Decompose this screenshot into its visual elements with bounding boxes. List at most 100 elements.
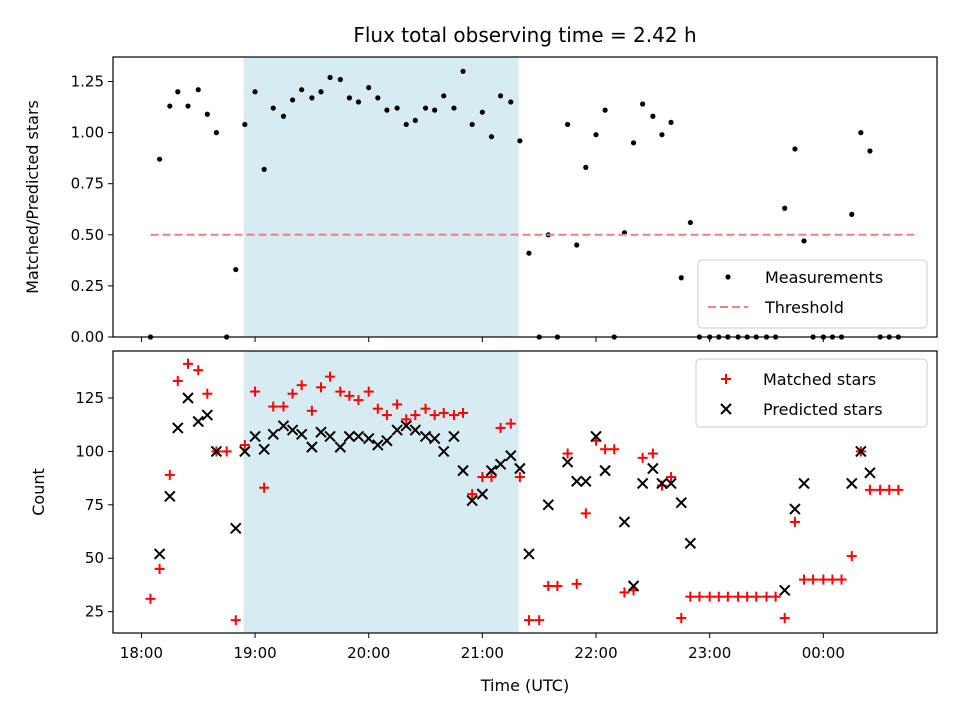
- predicted-point: [561, 456, 574, 468]
- matched-point: [353, 395, 364, 406]
- predicted-point: [618, 516, 631, 528]
- predicted-point: [428, 432, 441, 445]
- predicted-point: [864, 467, 876, 479]
- matched-point: [420, 403, 431, 414]
- bottom-ytick-label: 50: [85, 549, 104, 567]
- measurement-point: [252, 89, 258, 95]
- measurement-point: [204, 111, 210, 117]
- matched-point: [486, 472, 497, 483]
- top-ytick-label: 0.00: [71, 328, 104, 346]
- measurement-point: [337, 76, 343, 83]
- top-ytick-label: 1.25: [71, 73, 104, 91]
- bottom-shaded-span: [243, 351, 519, 633]
- measurement-point: [640, 101, 646, 107]
- matched-point: [789, 516, 800, 527]
- top-ytick-label: 0.50: [71, 226, 104, 244]
- measurement-point: [175, 89, 181, 95]
- measurement-point: [630, 140, 637, 146]
- matched-point: [344, 390, 355, 401]
- matched-point: [799, 574, 810, 585]
- matched-point: [893, 484, 904, 495]
- legend-matched-label: Matched stars: [763, 370, 876, 389]
- measurement-point: [479, 109, 485, 115]
- predicted-point: [647, 462, 659, 475]
- predicted-point: [590, 430, 602, 443]
- bottom-xtick-label: 21:00: [461, 644, 504, 662]
- matched-point: [666, 472, 677, 483]
- predicted-stars-markers: [153, 392, 876, 596]
- matched-point: [325, 371, 336, 382]
- top-panel: 0.00 0.25 0.50 0.75 1.00 1.25 Flux total obse…: [23, 23, 938, 346]
- bottom-axes-frame: [112, 350, 938, 634]
- bottom-xtick-label: 19:00: [233, 644, 276, 662]
- matched-point: [552, 581, 563, 591]
- matched-point: [875, 484, 886, 495]
- measurement-point: [497, 93, 504, 99]
- matched-point: [685, 591, 696, 602]
- predicted-point: [846, 477, 858, 490]
- measurement-point: [441, 93, 447, 99]
- predicted-point: [182, 392, 194, 404]
- predicted-point: [153, 548, 166, 560]
- predicted-point: [514, 462, 526, 475]
- predicted-point: [636, 477, 649, 490]
- top-y-axis-label: Matched/Predicted stars: [23, 100, 42, 294]
- matched-point: [278, 401, 289, 412]
- top-ytick-label: 0.25: [71, 277, 104, 295]
- matched-point: [523, 615, 534, 626]
- matched-point: [713, 591, 724, 602]
- matched-point: [770, 591, 781, 602]
- bottom-ytick-label: 25: [85, 603, 104, 621]
- predicted-point: [391, 424, 403, 436]
- measurement-point: [668, 119, 674, 126]
- bottom-xtick-label: 18:00: [120, 644, 163, 662]
- predicted-point: [277, 420, 290, 432]
- predicted-point: [580, 475, 592, 488]
- measurement-point: [242, 121, 248, 128]
- bottom-ytick-label: 125: [75, 389, 104, 407]
- matched-point: [534, 615, 545, 626]
- measurement-point: [327, 74, 333, 81]
- measurement-point: [346, 95, 353, 101]
- bottom-ytick-label: 100: [75, 442, 104, 460]
- matched-point: [827, 574, 838, 585]
- matched-point: [676, 613, 687, 624]
- matched-point: [164, 469, 175, 480]
- measurement-point: [422, 105, 429, 111]
- predicted-point: [494, 458, 507, 470]
- top-legend: Measurements Threshold: [697, 259, 928, 329]
- measurement-point: [185, 103, 191, 109]
- predicted-point: [239, 445, 251, 458]
- predicted-point: [286, 424, 299, 436]
- predicted-point: [295, 428, 308, 441]
- matched-point: [335, 386, 346, 397]
- measurement-point: [195, 87, 201, 93]
- measurement-point: [867, 148, 873, 154]
- matched-point: [287, 388, 298, 399]
- matched-point: [268, 401, 279, 412]
- measurement-point: [156, 156, 163, 162]
- matched-point: [381, 410, 392, 421]
- matched-point: [761, 591, 772, 602]
- matched-point: [250, 386, 261, 397]
- matched-point: [401, 414, 412, 425]
- measurement-point: [289, 97, 296, 103]
- predicted-point: [438, 445, 450, 458]
- legend-predicted-label: Predicted stars: [763, 400, 883, 419]
- matched-point: [751, 591, 762, 602]
- matched-point: [306, 405, 317, 416]
- predicted-point: [164, 490, 176, 502]
- matched-point: [315, 382, 326, 393]
- predicted-point: [571, 475, 583, 488]
- predicted-point: [409, 424, 422, 436]
- measurement-point: [602, 107, 608, 113]
- matched-point: [193, 365, 204, 376]
- matched-point: [562, 448, 573, 459]
- bottom-x-ticks: 18:00 19:00 20:00 21:00 22:00 23:00 00:00: [120, 633, 845, 662]
- predicted-point: [523, 548, 535, 560]
- predicted-point: [684, 537, 697, 549]
- bottom-ytick-label: 75: [85, 496, 104, 514]
- matched-point: [392, 399, 403, 410]
- matched-point: [467, 489, 478, 500]
